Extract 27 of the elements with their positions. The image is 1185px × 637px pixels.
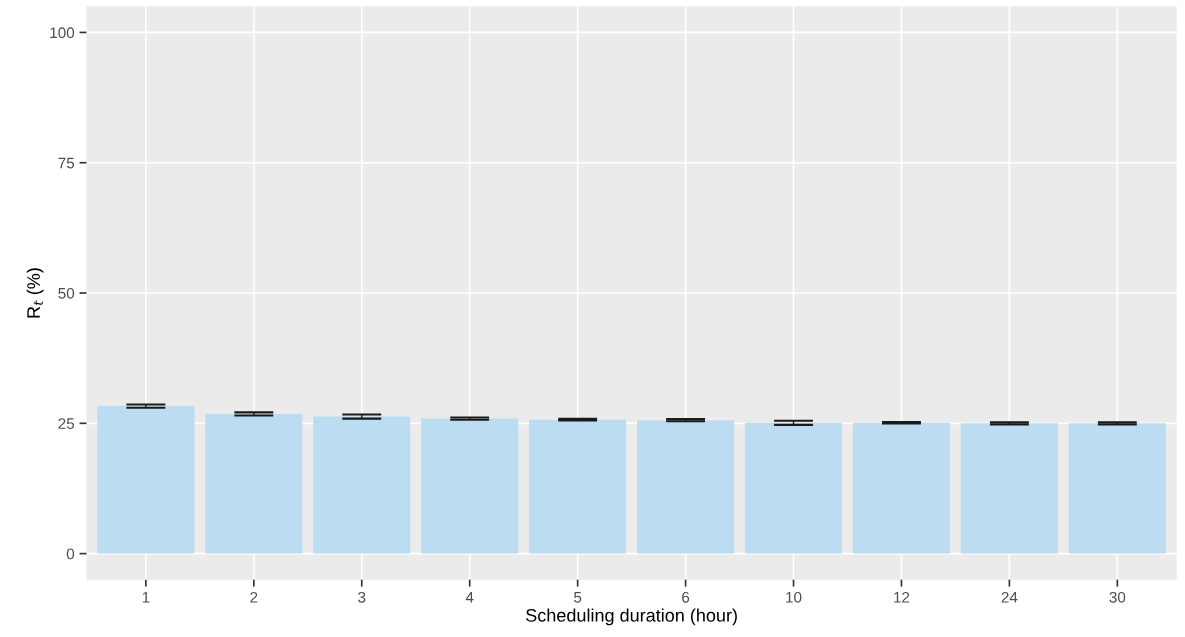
bar	[529, 419, 627, 554]
x-tick-label: 2	[250, 591, 258, 603]
bar	[421, 418, 519, 554]
bar	[960, 423, 1058, 554]
y-tick-label: 50	[58, 287, 75, 299]
y-tick-label: 0	[66, 548, 75, 560]
y-tick-label: 25	[58, 418, 75, 429]
y-axis-title: R$_{t}$ (%)	[26, 268, 44, 318]
bar	[313, 416, 411, 554]
x-tick-label: 24	[1001, 591, 1018, 603]
x-tick-label: 12	[894, 591, 910, 603]
bar	[1068, 423, 1166, 554]
x-tick-label: 3	[358, 591, 366, 603]
x-tick-label: 6	[682, 591, 690, 603]
y-tick-label: 100	[50, 27, 75, 39]
x-tick-label: 1	[142, 592, 150, 603]
y-tick-label: 75	[58, 157, 75, 169]
bar	[205, 413, 303, 554]
x-tick-label: 5	[574, 592, 582, 603]
bar	[852, 422, 951, 554]
x-tick-label: 30	[1109, 591, 1126, 603]
bar	[637, 420, 735, 554]
x-axis-title: Scheduling duration (hour)	[526, 608, 737, 626]
bar	[744, 422, 843, 554]
bar	[97, 406, 195, 554]
x-tick-label: 4	[465, 592, 474, 603]
x-tick-label: 10	[786, 591, 802, 603]
